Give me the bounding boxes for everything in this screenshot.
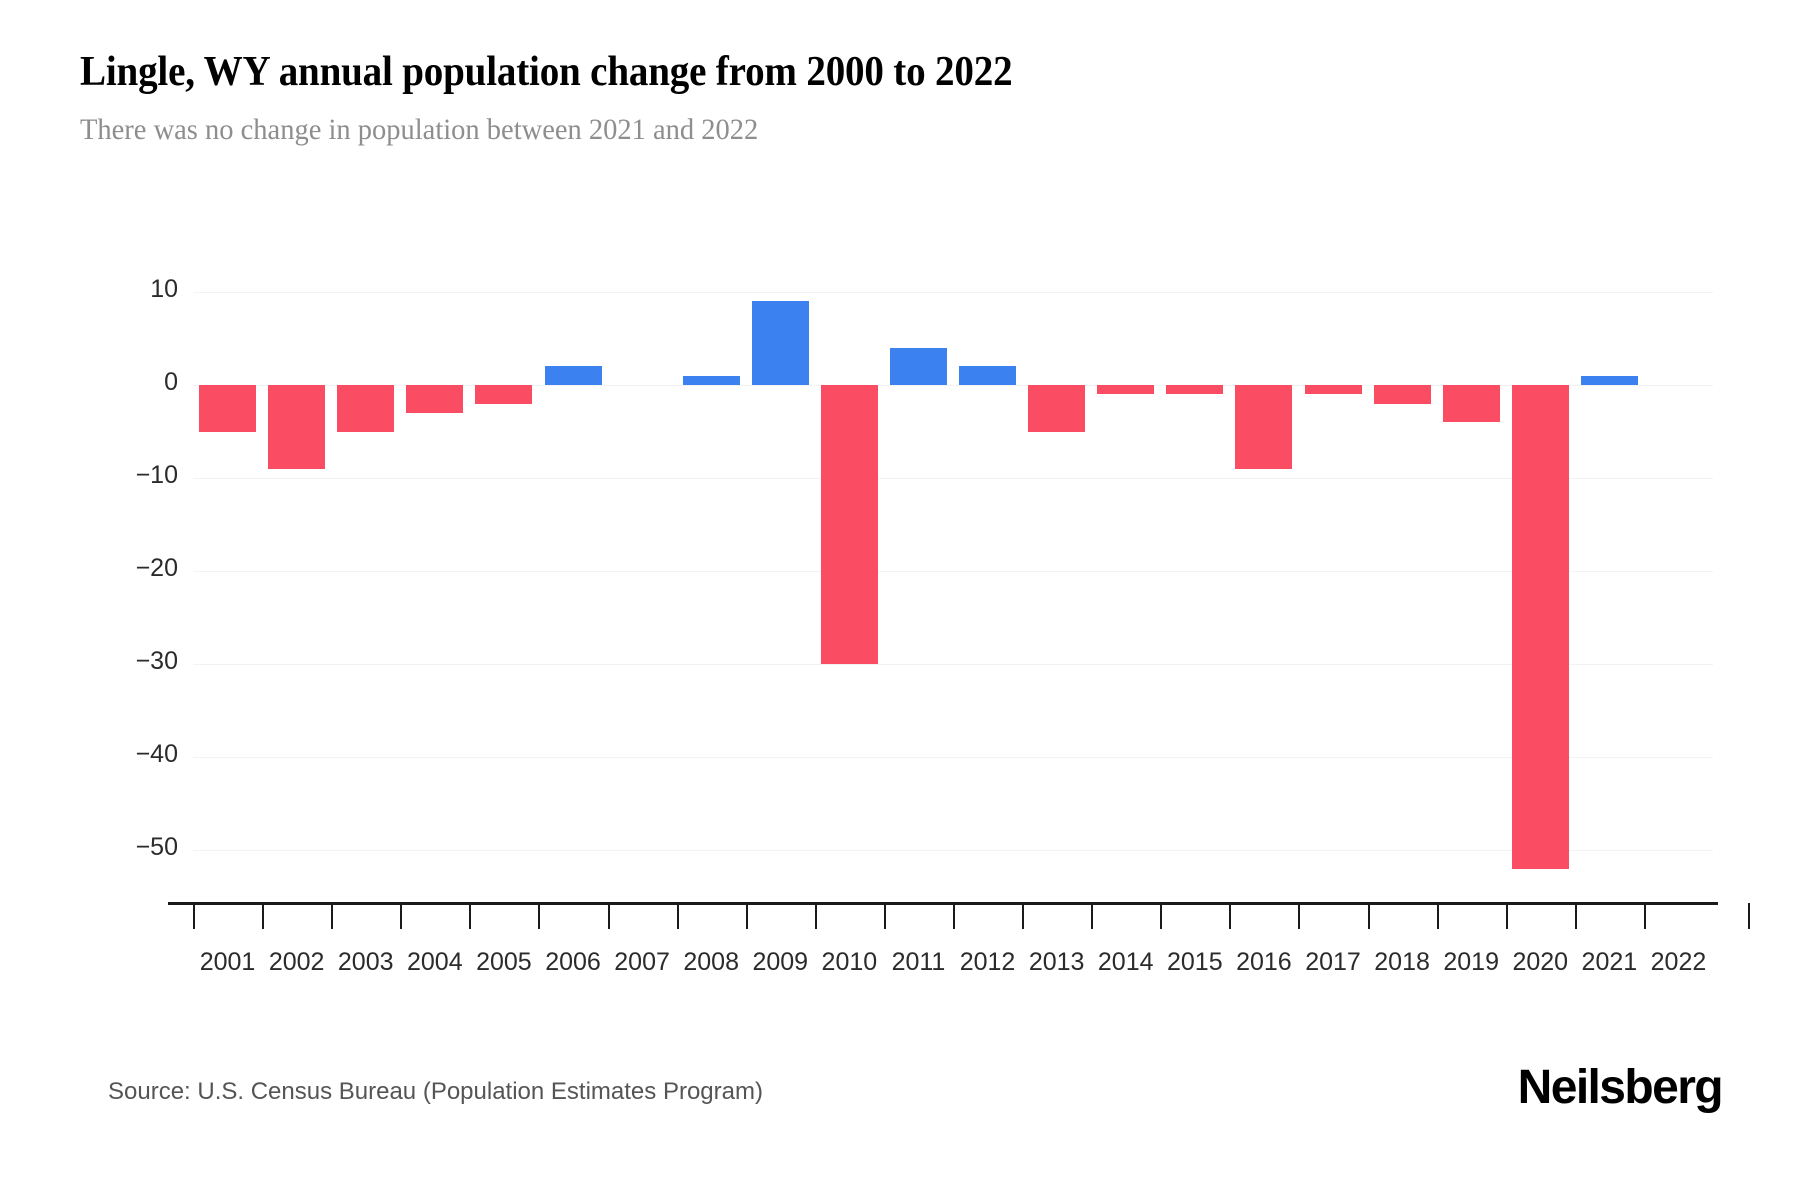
y-axis-tick-label: 10 [150, 275, 178, 303]
bar-2005[interactable] [475, 385, 533, 404]
x-axis-tick [1436, 903, 1439, 929]
x-axis-tick [1505, 903, 1508, 929]
bar-2021[interactable] [1580, 375, 1638, 385]
bar-2004[interactable] [406, 385, 464, 413]
x-axis-tick [1643, 903, 1646, 929]
x-axis-line [168, 902, 1718, 905]
x-axis-tick [1022, 903, 1025, 929]
y-axis-tick-label: −50 [135, 833, 178, 861]
x-axis-tick [1160, 903, 1163, 929]
y-axis-tick-label: −20 [135, 554, 178, 582]
x-axis-tick-label: 2003 [337, 948, 394, 976]
bar-2013[interactable] [1028, 385, 1086, 432]
x-axis-tick-label: 2008 [683, 948, 739, 976]
gridline [193, 571, 1713, 572]
x-axis-tick-label: 2010 [821, 948, 878, 976]
gridline [193, 757, 1713, 758]
bar-2001[interactable] [199, 385, 257, 432]
bar-2002[interactable] [268, 385, 326, 469]
y-axis-tick-label: −40 [135, 740, 178, 768]
bar-2011[interactable] [889, 347, 947, 385]
x-axis-tick [262, 903, 265, 929]
x-axis-tick [607, 903, 610, 929]
brand-logo: Neilsberg [1517, 1061, 1724, 1114]
gridline [193, 478, 1713, 479]
x-axis-tick-label: 2019 [1443, 948, 1499, 976]
chart-header: Lingle, WY annual population change from… [80, 46, 1720, 150]
bar-2017[interactable] [1304, 385, 1362, 395]
x-axis-tick-label: 2017 [1305, 948, 1361, 976]
bar-2015[interactable] [1166, 385, 1224, 395]
bar-2009[interactable] [751, 301, 809, 385]
x-axis-tick-label: 2015 [1167, 948, 1223, 976]
x-axis-tick-label: 2013 [1028, 948, 1085, 976]
bar-2006[interactable] [544, 366, 602, 385]
x-axis-tick-label: 2011 [891, 948, 946, 976]
x-axis-tick [1229, 903, 1232, 929]
gridline [193, 664, 1713, 665]
gridline [193, 292, 1713, 293]
x-axis-tick-label: 2007 [614, 948, 670, 976]
x-axis-tick-label: 2009 [752, 948, 809, 976]
y-axis-tick-label: −30 [135, 647, 178, 675]
y-axis-tick-label: −10 [135, 461, 178, 489]
x-axis-tick-label: 2001 [199, 948, 256, 976]
x-axis-tick-label: 2002 [268, 948, 325, 976]
x-axis-tick-label: 2021 [1581, 948, 1638, 976]
page-title: Lingle, WY annual population change from… [80, 49, 1013, 95]
x-axis-tick [1367, 903, 1370, 929]
bar-2018[interactable] [1373, 385, 1431, 404]
x-axis-tick [193, 903, 195, 929]
x-axis-tick-label: 2006 [545, 948, 601, 976]
bar-2016[interactable] [1235, 385, 1293, 469]
bar-2012[interactable] [959, 366, 1017, 385]
y-axis-tick-label: 0 [164, 368, 178, 396]
x-axis-tick-label: 2016 [1236, 948, 1292, 976]
x-axis-tick-label: 2014 [1097, 948, 1154, 976]
x-axis-tick [400, 903, 403, 929]
x-axis-tick-label: 2005 [476, 948, 532, 976]
x-axis-tick [1574, 903, 1577, 929]
bar-2008[interactable] [682, 375, 740, 385]
bar-2019[interactable] [1442, 385, 1500, 423]
x-axis-tick-label: 2012 [959, 948, 1016, 976]
bar-2010[interactable] [820, 385, 878, 664]
x-axis-tick [1747, 903, 1750, 929]
x-axis-tick [538, 903, 541, 929]
gridline [193, 850, 1713, 851]
bar-2003[interactable] [337, 385, 395, 432]
x-axis-tick [1091, 903, 1094, 929]
x-axis-tick [1298, 903, 1301, 929]
x-axis-tick [676, 903, 679, 929]
chart-subtitle: There was no change in population betwee… [80, 113, 759, 146]
x-axis-tick [331, 903, 334, 929]
x-axis-tick-label: 2020 [1512, 948, 1569, 976]
bar-2014[interactable] [1097, 385, 1155, 395]
x-axis-tick [469, 903, 472, 929]
x-axis-tick-label: 2004 [407, 948, 463, 976]
gridline [193, 385, 1713, 386]
x-axis-tick [883, 903, 886, 929]
x-axis-tick-label: 2022 [1650, 948, 1707, 976]
bar-2020[interactable] [1511, 385, 1569, 869]
x-axis-tick [814, 903, 817, 929]
source-note: Source: U.S. Census Bureau (Population E… [108, 1078, 763, 1105]
x-axis-tick-label: 2018 [1374, 948, 1430, 976]
x-axis-tick [953, 903, 955, 929]
x-axis-tick [745, 903, 748, 929]
